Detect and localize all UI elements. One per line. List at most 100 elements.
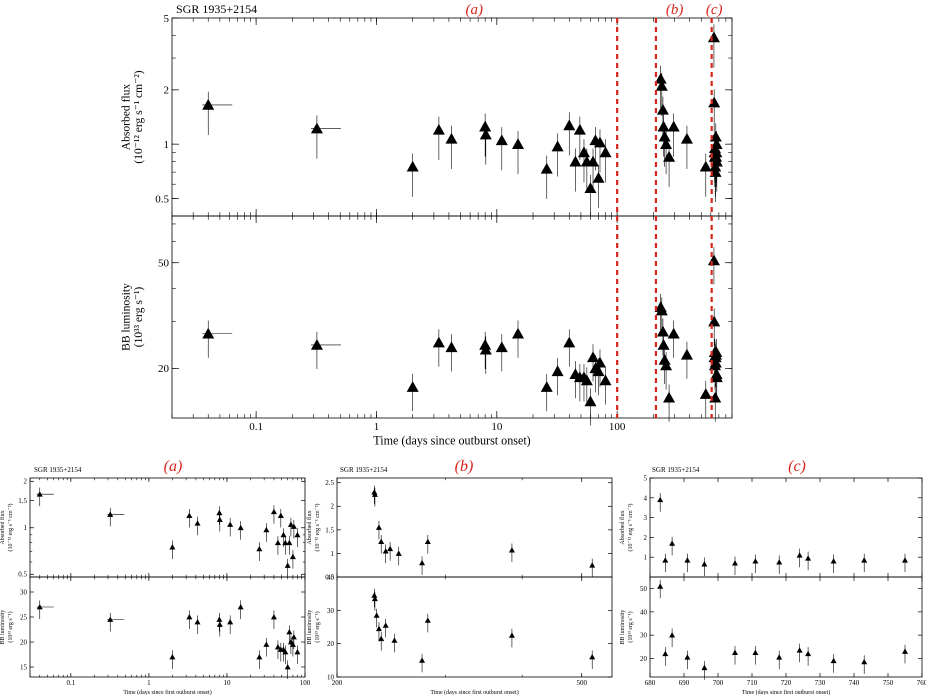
data-point bbox=[107, 511, 114, 517]
y-tick-label: 40 bbox=[327, 573, 335, 581]
data-point bbox=[592, 171, 605, 183]
data-point bbox=[701, 561, 708, 567]
x-tick-label: 1 bbox=[147, 679, 151, 687]
data-point bbox=[479, 343, 492, 355]
data-point bbox=[382, 548, 389, 554]
data-point bbox=[654, 72, 667, 84]
y-tick-label: 20 bbox=[640, 655, 648, 663]
data-point bbox=[284, 664, 291, 670]
data-point bbox=[371, 595, 378, 602]
data-point bbox=[592, 365, 605, 377]
data-point bbox=[378, 538, 385, 545]
data-point bbox=[599, 374, 612, 386]
chart-title: SGR 1935+2154 bbox=[340, 466, 388, 474]
data-point bbox=[277, 512, 284, 518]
y-tick-label: 0.5 bbox=[155, 193, 169, 205]
data-point bbox=[287, 521, 294, 527]
data-point bbox=[274, 539, 281, 546]
data-point bbox=[589, 562, 596, 568]
y-tick-label: 2 bbox=[331, 503, 335, 511]
data-point bbox=[589, 654, 596, 660]
data-point bbox=[406, 160, 419, 172]
x-tick-label: 0.1 bbox=[66, 679, 75, 687]
data-point bbox=[373, 612, 380, 618]
data-point bbox=[256, 545, 263, 552]
x-tick-label: 740 bbox=[849, 679, 860, 687]
y-axis-title: Absorbed flux bbox=[0, 510, 6, 544]
x-tick-label: 200 bbox=[332, 679, 343, 687]
y-axis-title: (10⁻¹² erg s⁻¹ cm⁻²) bbox=[133, 70, 145, 163]
data-point bbox=[495, 341, 508, 353]
data-point bbox=[587, 351, 600, 363]
data-point bbox=[294, 649, 301, 655]
data-point bbox=[169, 544, 176, 550]
y-tick-label: 40 bbox=[640, 608, 648, 616]
x-tick-label: 690 bbox=[679, 679, 690, 687]
data-point bbox=[667, 327, 680, 339]
data-point bbox=[710, 155, 723, 167]
x-tick-label: 750 bbox=[883, 679, 894, 687]
chart-inset-b: 0.5 1 1.5 2 2.5 Absorbed flux (10⁻¹² erg s⁻¹ c… bbox=[306, 458, 613, 695]
data-point bbox=[662, 650, 669, 657]
data-point bbox=[216, 509, 223, 516]
data-point bbox=[424, 617, 431, 623]
data-point bbox=[657, 338, 670, 350]
chart-title: SGR 1935+2154 bbox=[34, 466, 82, 474]
data-point bbox=[424, 538, 431, 545]
x-axis-title: Time (days since outburst onset) bbox=[373, 433, 530, 447]
data-point bbox=[432, 123, 445, 135]
data-point bbox=[805, 650, 812, 657]
x-axis-title: Time (days since first outburst onset) bbox=[742, 689, 830, 695]
y-tick-label: 20 bbox=[327, 640, 335, 648]
chart-main: 0.5 1 2 5 Absorbed flux (10⁻¹² erg s⁻¹ cm⁻²) 2… bbox=[120, 2, 733, 447]
y-tick-label: 2 bbox=[164, 85, 170, 97]
data-point bbox=[663, 391, 676, 403]
y-tick-label: 1.5 bbox=[325, 526, 334, 534]
y-tick-label: 30 bbox=[327, 607, 335, 615]
data-point bbox=[289, 641, 296, 647]
data-point bbox=[551, 140, 564, 152]
x-tick-label: 730 bbox=[815, 679, 826, 687]
y-axis-title: (10⁻¹² erg s⁻¹ cm⁻²) bbox=[314, 504, 321, 552]
data-point bbox=[406, 381, 419, 392]
y-tick-label: 1.5 bbox=[18, 497, 27, 505]
data-point bbox=[830, 558, 837, 564]
data-point bbox=[310, 122, 323, 134]
y-tick-label: 20 bbox=[158, 363, 170, 375]
data-point bbox=[662, 557, 669, 563]
data-point bbox=[658, 354, 671, 365]
data-point bbox=[656, 103, 669, 115]
y-tick-label: 30 bbox=[640, 632, 648, 640]
data-point bbox=[371, 592, 378, 598]
data-point bbox=[710, 371, 723, 383]
data-point bbox=[419, 559, 426, 566]
data-point bbox=[294, 531, 301, 538]
data-point bbox=[752, 558, 759, 564]
x-tick-label: 10 bbox=[223, 679, 231, 687]
data-point bbox=[752, 649, 759, 655]
y-axis-title: Absorbed flux bbox=[120, 84, 132, 151]
data-point bbox=[216, 621, 223, 627]
data-point bbox=[707, 31, 720, 43]
x-tick-label: 500 bbox=[576, 679, 587, 687]
data-point bbox=[573, 123, 586, 135]
y-axis-title: (10⁻¹² erg s⁻¹ cm⁻²) bbox=[7, 504, 14, 552]
data-point bbox=[286, 539, 293, 546]
data-point bbox=[540, 381, 553, 392]
x-tick-label: 680 bbox=[645, 679, 656, 687]
y-tick-label: 2.5 bbox=[325, 479, 334, 487]
y-tick-label: 25 bbox=[20, 613, 28, 621]
data-point bbox=[708, 96, 721, 108]
plot-frame-bottom bbox=[649, 576, 923, 678]
inset-label: (a) bbox=[164, 458, 183, 475]
data-point bbox=[584, 395, 597, 407]
plot-frame-top bbox=[29, 477, 306, 578]
data-point bbox=[796, 552, 803, 558]
data-point bbox=[237, 604, 244, 610]
y-tick-label: 50 bbox=[640, 585, 648, 593]
data-point bbox=[861, 557, 868, 563]
y-tick-label: 1 bbox=[164, 139, 170, 151]
y-tick-label: 50 bbox=[158, 258, 170, 270]
